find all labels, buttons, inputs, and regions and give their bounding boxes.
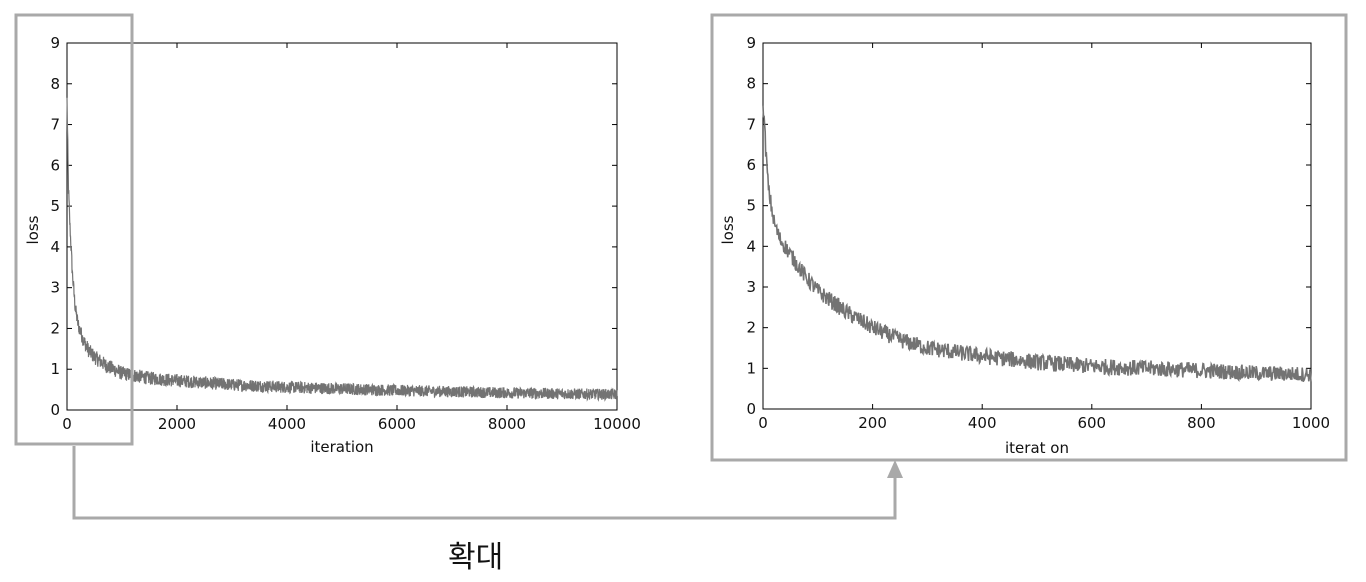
x-axis-label: iteration — [310, 438, 373, 456]
y-tick-label: 9 — [746, 34, 756, 52]
y-tick-label: 8 — [50, 75, 60, 93]
y-tick-label: 2 — [50, 319, 60, 337]
zoom-caption: 확대 — [448, 540, 504, 575]
x-tick-label: 1000 — [1292, 414, 1330, 432]
zoom-connector-line — [72, 446, 897, 520]
x-tick-label: 8000 — [488, 415, 526, 433]
y-tick-label: 6 — [50, 156, 60, 174]
y-tick-label: 4 — [746, 237, 756, 255]
x-axis-label: iterat on — [1005, 439, 1069, 457]
x-tick-label: 10000 — [593, 415, 641, 433]
x-tick-label: 200 — [858, 414, 887, 432]
x-tick-labels: 0 2000 4000 6000 8000 10000 — [62, 415, 641, 433]
x-tick-label: 600 — [1077, 414, 1106, 432]
y-tick-label: 8 — [746, 75, 756, 93]
y-tick-label: 5 — [746, 197, 756, 215]
y-tick-label: 7 — [746, 115, 756, 133]
y-tick-label: 9 — [50, 34, 60, 52]
x-tick-label: 4000 — [268, 415, 306, 433]
y-axis-label: loss — [719, 215, 737, 244]
loss-series-line — [762, 105, 1312, 382]
y-tick-label: 2 — [746, 319, 756, 337]
tick-marks — [66, 42, 618, 411]
loss-series-line — [66, 97, 618, 402]
x-tick-label: 400 — [968, 414, 997, 432]
y-tick-label: 6 — [746, 156, 756, 174]
x-tick-label: 800 — [1187, 414, 1216, 432]
y-tick-label: 0 — [50, 401, 60, 419]
x-tick-label: 0 — [758, 414, 768, 432]
y-tick-labels: 0 1 2 3 4 5 6 7 8 9 — [50, 34, 60, 419]
zoom-region-highlight — [14, 13, 134, 446]
y-tick-label: 3 — [50, 279, 60, 297]
y-tick-label: 1 — [50, 360, 60, 378]
y-tick-label: 7 — [50, 116, 60, 134]
zoomed-loss-chart: 0 200 400 600 800 1000 0 1 2 3 4 5 6 7 8 9 iterat on l… — [710, 13, 1348, 462]
y-tick-label: 4 — [50, 238, 60, 256]
plot-frame — [66, 42, 618, 411]
y-tick-label: 5 — [50, 197, 60, 215]
tick-marks — [762, 42, 1312, 410]
x-tick-label: 0 — [62, 415, 72, 433]
plot-frame — [762, 42, 1312, 410]
y-tick-label: 3 — [746, 278, 756, 296]
zoom-arrow-head — [887, 460, 903, 478]
x-tick-label: 6000 — [378, 415, 416, 433]
y-tick-labels: 0 1 2 3 4 5 6 7 8 9 — [746, 34, 756, 418]
y-tick-label: 0 — [746, 400, 756, 418]
y-axis-label: loss — [24, 215, 42, 244]
x-tick-label: 2000 — [158, 415, 196, 433]
y-tick-label: 1 — [746, 359, 756, 377]
x-tick-labels: 0 200 400 600 800 1000 — [758, 414, 1330, 432]
zoomed-chart-border — [710, 13, 1348, 462]
full-loss-chart: 0 2000 4000 6000 8000 10000 0 1 2 3 4 5 6 7 8 9 iterat… — [24, 34, 641, 456]
